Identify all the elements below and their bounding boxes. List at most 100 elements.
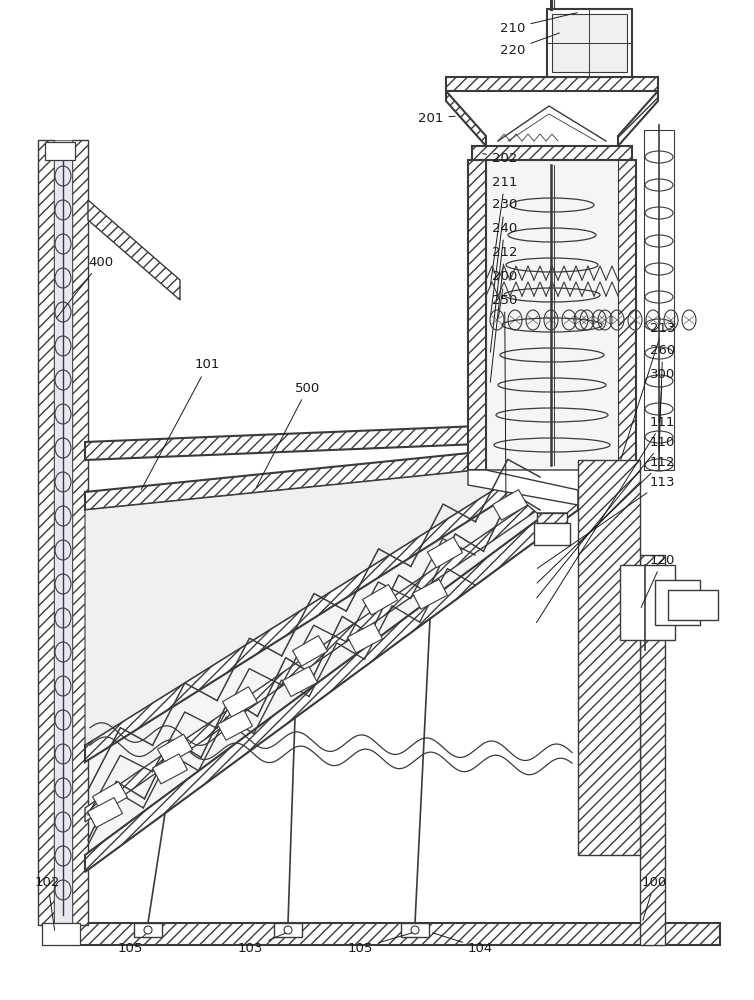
Polygon shape: [618, 91, 658, 146]
Bar: [54, 140, 72, 925]
Circle shape: [98, 818, 102, 822]
Bar: [547, 9, 632, 77]
Circle shape: [163, 774, 167, 778]
Circle shape: [112, 810, 116, 814]
Polygon shape: [85, 490, 578, 872]
Polygon shape: [85, 437, 578, 762]
Polygon shape: [85, 422, 578, 460]
Circle shape: [240, 703, 244, 707]
Text: 120: 120: [641, 554, 676, 607]
Text: 101: 101: [141, 359, 220, 490]
Text: 213: 213: [621, 322, 676, 459]
Bar: [472, 146, 632, 160]
Polygon shape: [85, 452, 578, 855]
Circle shape: [361, 632, 365, 636]
Circle shape: [303, 672, 307, 676]
Bar: [640, 555, 665, 945]
Bar: [468, 160, 486, 470]
Bar: [618, 160, 636, 470]
Polygon shape: [88, 200, 180, 300]
Circle shape: [437, 592, 441, 596]
Text: 211: 211: [490, 176, 517, 285]
Circle shape: [238, 716, 242, 720]
Circle shape: [99, 795, 103, 799]
Circle shape: [307, 679, 311, 683]
Polygon shape: [283, 667, 317, 697]
Polygon shape: [428, 537, 462, 568]
Text: 210: 210: [500, 13, 578, 34]
Polygon shape: [152, 754, 188, 784]
Bar: [38, 140, 54, 925]
Text: 250: 250: [492, 294, 517, 507]
Polygon shape: [87, 798, 122, 828]
Text: 105: 105: [118, 934, 146, 954]
Bar: [655, 580, 700, 625]
Text: 400: 400: [57, 255, 113, 318]
Circle shape: [434, 585, 437, 589]
Text: 212: 212: [490, 245, 517, 382]
Polygon shape: [412, 579, 447, 609]
Circle shape: [110, 798, 114, 802]
Bar: [537, 513, 567, 523]
Circle shape: [168, 755, 172, 759]
Circle shape: [177, 767, 181, 771]
Circle shape: [229, 701, 233, 705]
Polygon shape: [468, 470, 578, 505]
Circle shape: [317, 648, 321, 652]
Circle shape: [376, 594, 380, 598]
Circle shape: [178, 740, 182, 744]
Circle shape: [441, 547, 445, 551]
Circle shape: [299, 649, 303, 653]
Polygon shape: [85, 470, 578, 822]
Circle shape: [103, 802, 107, 806]
Circle shape: [369, 598, 373, 602]
Circle shape: [372, 636, 376, 640]
Circle shape: [306, 645, 310, 649]
Bar: [472, 146, 632, 160]
Bar: [537, 513, 567, 523]
Circle shape: [499, 503, 503, 507]
Polygon shape: [348, 623, 382, 653]
Circle shape: [380, 601, 384, 605]
Circle shape: [434, 551, 438, 555]
Text: 300: 300: [650, 368, 676, 422]
Circle shape: [383, 590, 387, 594]
Circle shape: [108, 803, 112, 807]
Bar: [134, 923, 162, 937]
Circle shape: [236, 697, 240, 701]
Polygon shape: [578, 460, 640, 855]
Polygon shape: [222, 687, 257, 717]
Circle shape: [228, 731, 231, 735]
Text: 102: 102: [35, 876, 60, 930]
Circle shape: [513, 495, 517, 499]
Bar: [486, 160, 618, 470]
Text: 105: 105: [348, 933, 412, 954]
Text: 200: 200: [492, 270, 517, 317]
Text: 100: 100: [642, 876, 667, 920]
Circle shape: [411, 926, 419, 934]
Circle shape: [438, 558, 442, 562]
Circle shape: [289, 680, 293, 684]
Polygon shape: [486, 470, 618, 513]
Bar: [534, 523, 570, 545]
Bar: [668, 590, 718, 620]
Circle shape: [373, 605, 377, 609]
Polygon shape: [85, 490, 578, 872]
Circle shape: [387, 597, 391, 601]
Polygon shape: [158, 734, 192, 765]
Circle shape: [419, 592, 423, 596]
Circle shape: [164, 748, 168, 752]
Circle shape: [503, 510, 507, 514]
Circle shape: [300, 683, 304, 687]
Text: 230: 230: [490, 198, 517, 317]
Circle shape: [231, 720, 235, 724]
Polygon shape: [446, 91, 486, 146]
Circle shape: [170, 770, 174, 774]
Text: 220: 220: [500, 33, 559, 56]
Circle shape: [313, 641, 317, 645]
Circle shape: [423, 600, 427, 604]
Bar: [618, 160, 636, 470]
Bar: [45, 142, 75, 160]
Text: 202: 202: [483, 151, 517, 164]
Circle shape: [430, 596, 434, 600]
